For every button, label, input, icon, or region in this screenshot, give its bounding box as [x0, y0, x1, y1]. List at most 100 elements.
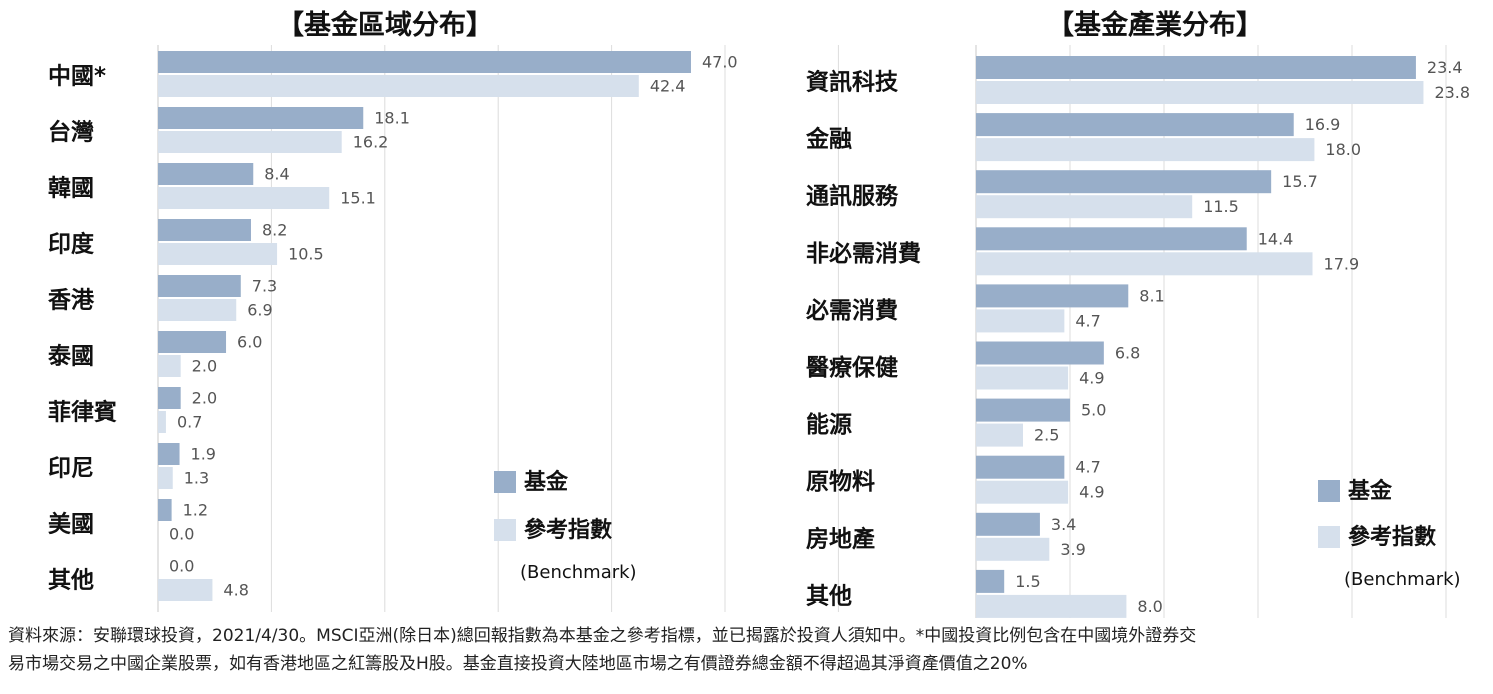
chart2-fund-bar [976, 398, 1070, 422]
chart1-benchmark-bar [158, 411, 166, 433]
chart1-data-label: 2.0 [192, 357, 217, 376]
chart1-data-label: 47.0 [702, 53, 738, 72]
chart2-category-label: 金融 [805, 126, 852, 153]
chart2-fund-bar [976, 569, 1005, 593]
chart1-fund-bar [158, 163, 254, 185]
chart1-benchmark-bar [158, 579, 213, 601]
chart1-fund-bar [158, 107, 364, 129]
chart1-benchmark-bar [158, 243, 278, 265]
chart1-legend-benchmark-swatch [494, 519, 516, 541]
chart1-benchmark-bar [158, 355, 181, 377]
chart2-data-label: 17.9 [1324, 254, 1360, 273]
chart1-data-label: 0.7 [177, 413, 202, 432]
chart1-data-label: 18.1 [374, 109, 410, 128]
chart1-data-label: 10.5 [288, 245, 324, 264]
chart2-data-label: 4.9 [1079, 369, 1104, 388]
chart2-category-label: 醫療保健 [806, 354, 898, 381]
chart2-data-label: 4.9 [1079, 483, 1104, 502]
chart2-category-label: 通訊服務 [806, 183, 899, 210]
chart2-data-label: 18.0 [1325, 140, 1361, 159]
chart2-title: 【基金產業分布】 [1047, 9, 1263, 41]
chart1-legend-fund-swatch [494, 471, 516, 493]
chart1-category-label: 香港 [48, 288, 95, 314]
chart2-data-label: 1.5 [1015, 572, 1040, 591]
chart1-category-label: 印尼 [48, 456, 94, 482]
chart2-data-label: 23.4 [1427, 58, 1463, 77]
chart2-benchmark-bar [976, 195, 1193, 219]
chart1-category-label: 中國* [48, 64, 106, 90]
chart2-data-label: 3.9 [1060, 540, 1085, 559]
chart2-benchmark-bar [976, 537, 1050, 561]
chart2-category-label: 資訊科技 [806, 69, 899, 96]
chart2-benchmark-bar [976, 480, 1069, 504]
chart2-fund-bar [976, 170, 1272, 194]
chart2-benchmark-bar [976, 423, 1023, 447]
chart1-fund-bar [158, 331, 227, 353]
chart2-data-label: 11.5 [1203, 197, 1239, 216]
chart1-data-label: 2.0 [192, 389, 217, 408]
chart2-fund-bar [976, 56, 1416, 79]
chart1-data-label: 1.2 [183, 501, 208, 520]
chart1-benchmark-bar [158, 299, 237, 321]
chart2-data-label: 5.0 [1081, 401, 1106, 420]
chart1-category-label: 菲律賓 [48, 399, 117, 426]
chart2-fund-bar [976, 455, 1065, 479]
chart1-category-label: 台灣 [48, 119, 94, 146]
chart2-category-label: 原物料 [806, 468, 875, 495]
chart1-data-label: 0.0 [169, 557, 194, 576]
chart2-category-label: 房地產 [806, 525, 875, 552]
chart1-data-label: 1.9 [191, 445, 216, 464]
chart2-data-label: 23.8 [1434, 83, 1470, 102]
chart1-data-label: 1.3 [184, 469, 209, 488]
chart2-data-label: 4.7 [1075, 311, 1100, 330]
chart2-data-label: 8.1 [1139, 286, 1164, 305]
chart1-legend-benchmark-sublabel: (Benchmark) [520, 562, 637, 583]
chart2-category-label: 能源 [806, 411, 852, 438]
chart1-fund-bar [158, 275, 241, 297]
chart1-data-label: 15.1 [340, 189, 376, 208]
chart1-legend-benchmark-label: 參考指數 [524, 517, 612, 543]
chart1-category-label: 泰國 [47, 343, 94, 370]
chart1-category-label: 印度 [48, 231, 95, 258]
chart1-benchmark-bar [158, 75, 639, 97]
chart1-data-label: 6.0 [237, 333, 262, 352]
chart2-benchmark-bar [976, 594, 1127, 618]
chart2-benchmark-bar [976, 366, 1069, 390]
chart2-benchmark-bar [976, 252, 1313, 276]
chart2-category-label: 其他 [806, 583, 852, 609]
chart1-benchmark-bar [158, 131, 342, 153]
chart2-fund-bar [976, 284, 1129, 308]
chart2-fund-bar [976, 512, 1040, 536]
chart2-benchmark-bar [976, 138, 1315, 162]
chart2-legend-fund-swatch [1318, 480, 1340, 502]
chart1-fund-bar [158, 51, 691, 73]
chart1-data-label: 8.4 [264, 165, 289, 184]
chart1-category-label: 美國 [48, 511, 94, 538]
chart2-data-label: 15.7 [1282, 172, 1318, 191]
chart1-data-label: 42.4 [650, 77, 686, 96]
chart1-data-label: 16.2 [353, 133, 389, 152]
footnote-line-1: 資料來源：安聯環球投資，2021/4/30。MSCI亞洲(除日本)總回報指數為本… [8, 626, 1197, 646]
chart1-legend-fund-label: 基金 [524, 469, 569, 495]
chart2-benchmark-bar [976, 309, 1065, 333]
chart2-category-label: 非必需消費 [806, 240, 921, 267]
charts-canvas: 【基金區域分布】中國* 47.0 42.4 台灣 18.1 16.2 韓國 8.4 15.1 印度… [47, 9, 1470, 618]
chart2-fund-bar [976, 227, 1247, 251]
chart1-fund-bar [158, 443, 180, 465]
footnote-line-2: 易市場交易之中國企業股票，如有香港地區之紅籌股及H股。基金直接投資大陸地區市場之… [8, 654, 1028, 674]
chart1-category-label: 韓國 [48, 175, 94, 202]
chart1-benchmark-bar [158, 467, 173, 489]
chart2-data-label: 8.0 [1137, 597, 1162, 616]
chart1-data-label: 4.8 [223, 581, 248, 600]
chart2-data-label: 14.4 [1258, 229, 1294, 248]
chart1-fund-bar [158, 499, 172, 521]
chart1-data-label: 7.3 [252, 277, 277, 296]
chart1-data-label: 0.0 [169, 525, 194, 544]
chart2-data-label: 4.7 [1075, 458, 1100, 477]
chart2-category-label: 必需消費 [806, 297, 898, 324]
chart1-data-label: 8.2 [262, 221, 287, 240]
chart1-title: 【基金區域分布】 [277, 9, 493, 41]
footnote: 資料來源：安聯環球投資，2021/4/30。MSCI亞洲(除日本)總回報指數為本… [8, 622, 1488, 678]
chart2-fund-bar [976, 113, 1294, 137]
chart2-benchmark-bar [976, 81, 1424, 104]
